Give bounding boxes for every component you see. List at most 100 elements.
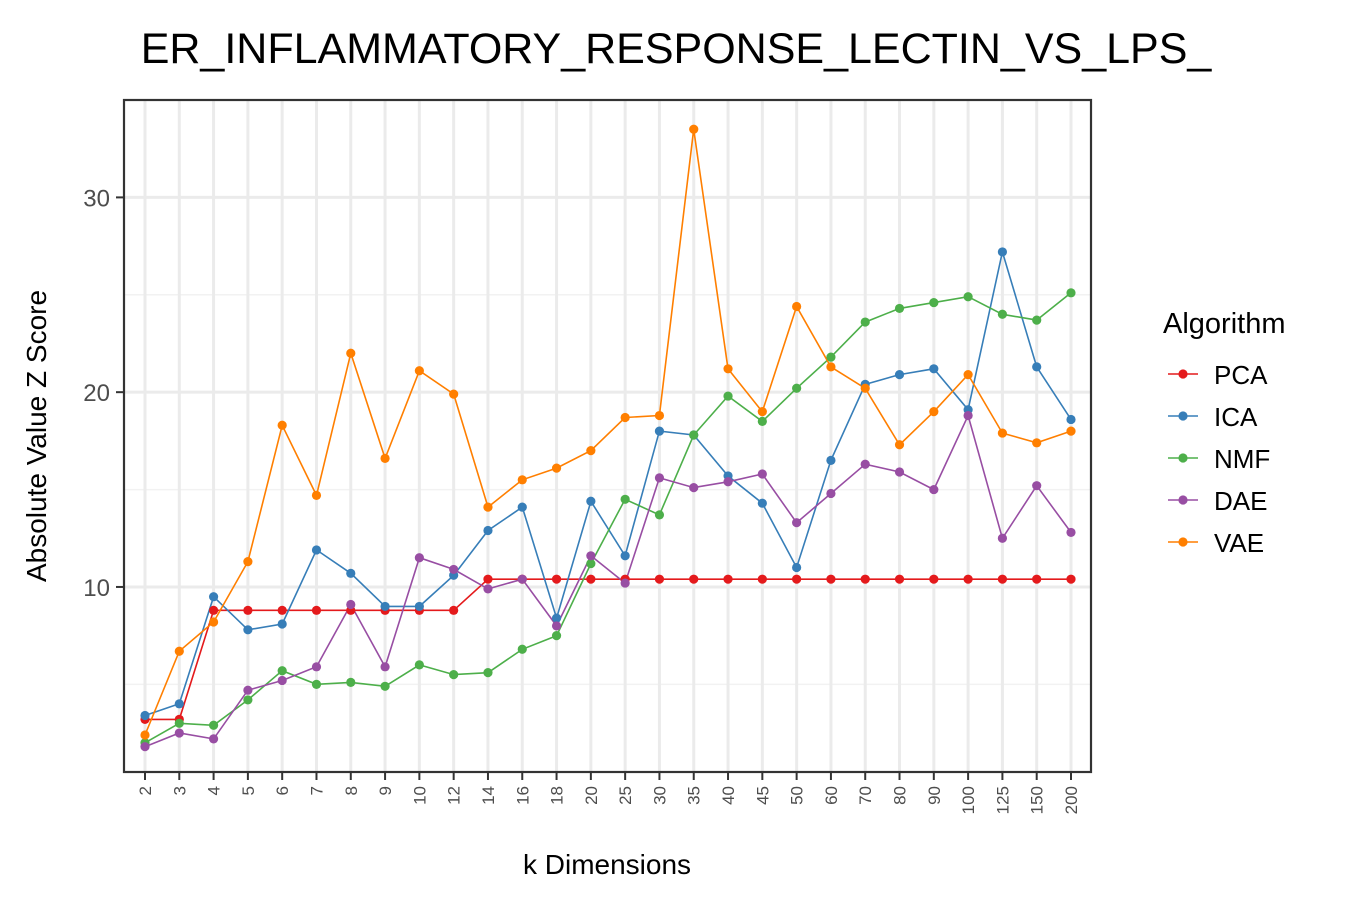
data-point-nmf xyxy=(243,695,253,705)
data-point-ica xyxy=(1066,414,1076,425)
data-point-pca xyxy=(997,574,1008,584)
data-point-vae xyxy=(723,364,733,374)
x-tick-label: 30 xyxy=(650,786,669,805)
data-point-ica xyxy=(243,625,253,635)
series-line-ica xyxy=(144,251,1072,717)
data-point-pca xyxy=(723,574,733,584)
data-point-vae xyxy=(1066,426,1076,436)
data-point-pca xyxy=(929,574,939,584)
x-tick-label: 150 xyxy=(1028,786,1047,814)
legend-key-point xyxy=(1178,537,1188,547)
data-point-vae xyxy=(380,453,390,463)
data-point-nmf xyxy=(586,558,596,569)
y-tick-label: 30 xyxy=(83,185,110,212)
data-point-ica xyxy=(826,455,836,465)
data-point-ica xyxy=(380,601,390,612)
data-point-vae xyxy=(414,366,424,376)
data-point-dae xyxy=(963,410,973,421)
x-tick-label: 9 xyxy=(376,786,395,795)
data-point-vae xyxy=(963,370,973,380)
data-point-ica xyxy=(997,247,1008,257)
data-point-nmf xyxy=(689,430,699,440)
data-point-ica xyxy=(586,496,596,506)
data-point-nmf xyxy=(174,718,184,728)
data-point-dae xyxy=(174,728,184,738)
data-point-dae xyxy=(243,685,253,695)
data-point-vae xyxy=(757,407,767,417)
legend-key-point xyxy=(1178,411,1188,421)
data-point-vae xyxy=(689,124,699,134)
data-point-ica xyxy=(140,710,150,721)
data-point-nmf xyxy=(826,352,836,362)
data-point-nmf xyxy=(654,510,665,520)
data-point-dae xyxy=(483,584,493,594)
x-tick-label: 4 xyxy=(205,786,224,795)
data-point-dae xyxy=(757,469,767,479)
data-point-nmf xyxy=(1032,315,1042,325)
data-point-dae xyxy=(860,459,870,469)
data-point-vae xyxy=(449,389,459,399)
data-point-nmf xyxy=(1066,288,1076,298)
data-point-nmf xyxy=(346,677,356,688)
data-point-ica xyxy=(792,562,802,573)
data-point-ica xyxy=(174,699,184,709)
data-point-vae xyxy=(346,348,356,358)
data-point-dae xyxy=(929,484,939,495)
legend-label: DAE xyxy=(1214,486,1267,516)
data-point-pca xyxy=(860,574,870,584)
data-point-vae xyxy=(929,407,939,417)
x-tick-label: 5 xyxy=(239,786,258,795)
x-tick-label: 70 xyxy=(856,786,875,805)
data-point-ica xyxy=(517,502,527,512)
data-point-pca xyxy=(208,605,219,615)
data-point-ica xyxy=(311,545,322,555)
data-point-pca xyxy=(1032,574,1042,584)
x-tick-label: 200 xyxy=(1062,786,1081,814)
data-point-nmf xyxy=(860,317,870,327)
data-point-dae xyxy=(654,473,665,483)
data-point-dae xyxy=(826,488,836,499)
data-point-vae xyxy=(277,420,287,430)
data-point-dae xyxy=(792,518,802,528)
data-point-nmf xyxy=(311,679,322,689)
data-point-nmf xyxy=(894,303,905,314)
data-point-nmf xyxy=(414,660,424,670)
data-point-pca xyxy=(1066,574,1076,584)
data-point-dae xyxy=(380,662,390,672)
series-line-vae xyxy=(144,129,1072,736)
data-point-dae xyxy=(997,533,1008,543)
x-tick-label: 125 xyxy=(993,786,1012,814)
x-tick-label: 25 xyxy=(616,786,635,805)
data-point-pca xyxy=(311,605,322,615)
data-point-ica xyxy=(929,364,939,374)
data-point-pca xyxy=(551,574,562,584)
data-point-nmf xyxy=(757,416,767,426)
data-point-vae xyxy=(140,730,150,740)
data-point-ica xyxy=(277,619,287,629)
data-point-dae xyxy=(1032,481,1042,491)
x-tick-label: 2 xyxy=(136,786,155,795)
data-point-nmf xyxy=(551,631,562,641)
data-point-pca xyxy=(894,574,905,584)
legend-label: ICA xyxy=(1214,402,1258,432)
panel-border xyxy=(122,98,1093,774)
data-point-dae xyxy=(140,742,150,752)
data-point-nmf xyxy=(997,309,1008,319)
chart-title: ER_INFLAMMATORY_RESPONSE_LECTIN_VS_LPS_ xyxy=(141,25,1213,73)
data-point-nmf xyxy=(723,391,733,401)
data-point-dae xyxy=(551,621,562,631)
series-line-dae xyxy=(144,413,1072,748)
data-point-nmf xyxy=(380,681,390,691)
data-point-pca xyxy=(654,574,665,584)
data-point-dae xyxy=(449,564,459,575)
data-point-vae xyxy=(860,383,870,393)
legend-label: NMF xyxy=(1214,444,1270,474)
data-point-nmf xyxy=(792,383,802,393)
data-point-dae xyxy=(1066,527,1076,538)
data-point-vae xyxy=(517,475,527,485)
x-tick-label: 14 xyxy=(479,786,498,805)
y-tick-label: 10 xyxy=(83,575,110,602)
data-point-vae xyxy=(654,410,665,421)
data-point-dae xyxy=(346,599,356,610)
